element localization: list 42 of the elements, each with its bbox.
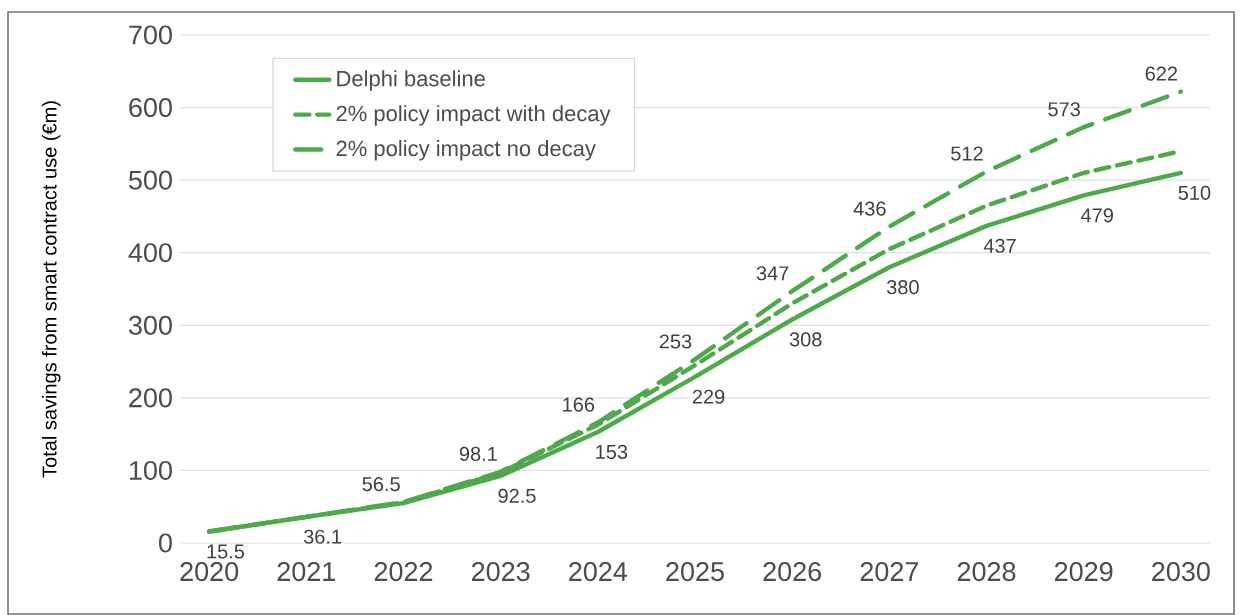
legend-label: 2% policy impact no decay (336, 140, 596, 161)
x-tick-label: 2025 (666, 562, 724, 582)
data-label: 436 (853, 201, 886, 216)
x-tick-label: 2022 (374, 562, 433, 582)
data-label: 347 (756, 266, 789, 281)
x-tick-label: 2021 (277, 562, 336, 582)
y-tick-label: 500 (129, 170, 172, 190)
x-tick-label: 2023 (471, 562, 530, 582)
y-tick-label: 100 (129, 460, 172, 480)
data-label: 166 (563, 397, 595, 412)
x-tick-label: 2027 (860, 562, 919, 582)
data-label: 153 (596, 444, 628, 459)
x-tick-label: 2020 (180, 562, 239, 582)
y-tick-label: 200 (129, 388, 172, 408)
data-label: 308 (789, 332, 822, 347)
data-label: 622 (1145, 66, 1178, 81)
legend-label: 2% policy impact with decay (336, 105, 611, 126)
x-tick-label: 2030 (1152, 562, 1210, 582)
data-label: 253 (659, 334, 692, 349)
x-tick-label: 2024 (569, 562, 628, 582)
x-tick-label: 2028 (957, 562, 1016, 582)
data-label: 98.1 (459, 446, 497, 461)
legend-label: Delphi baseline (337, 70, 485, 91)
data-label: 479 (1081, 208, 1113, 223)
data-label: 15.5 (207, 544, 245, 559)
y-tick-label: 700 (129, 25, 172, 45)
data-label: 229 (692, 389, 725, 404)
y-tick-label: 400 (128, 243, 172, 263)
data-label: 380 (886, 280, 919, 295)
data-label: 36.1 (303, 529, 342, 544)
data-label: 92.5 (498, 488, 536, 503)
x-tick-label: 2029 (1055, 562, 1113, 582)
data-label: 56.5 (362, 476, 400, 492)
data-label: 510 (1178, 185, 1211, 200)
data-label: 437 (983, 238, 1016, 253)
x-tick-label: 2026 (763, 562, 822, 582)
data-label: 573 (1048, 102, 1080, 117)
y-tick-label: 300 (128, 315, 172, 335)
data-label: 512 (951, 146, 983, 161)
y-tick-label: 0 (159, 533, 172, 553)
y-tick-label: 600 (129, 98, 172, 118)
y-axis-title: Total savings from smart contract use (€m) (41, 101, 61, 478)
